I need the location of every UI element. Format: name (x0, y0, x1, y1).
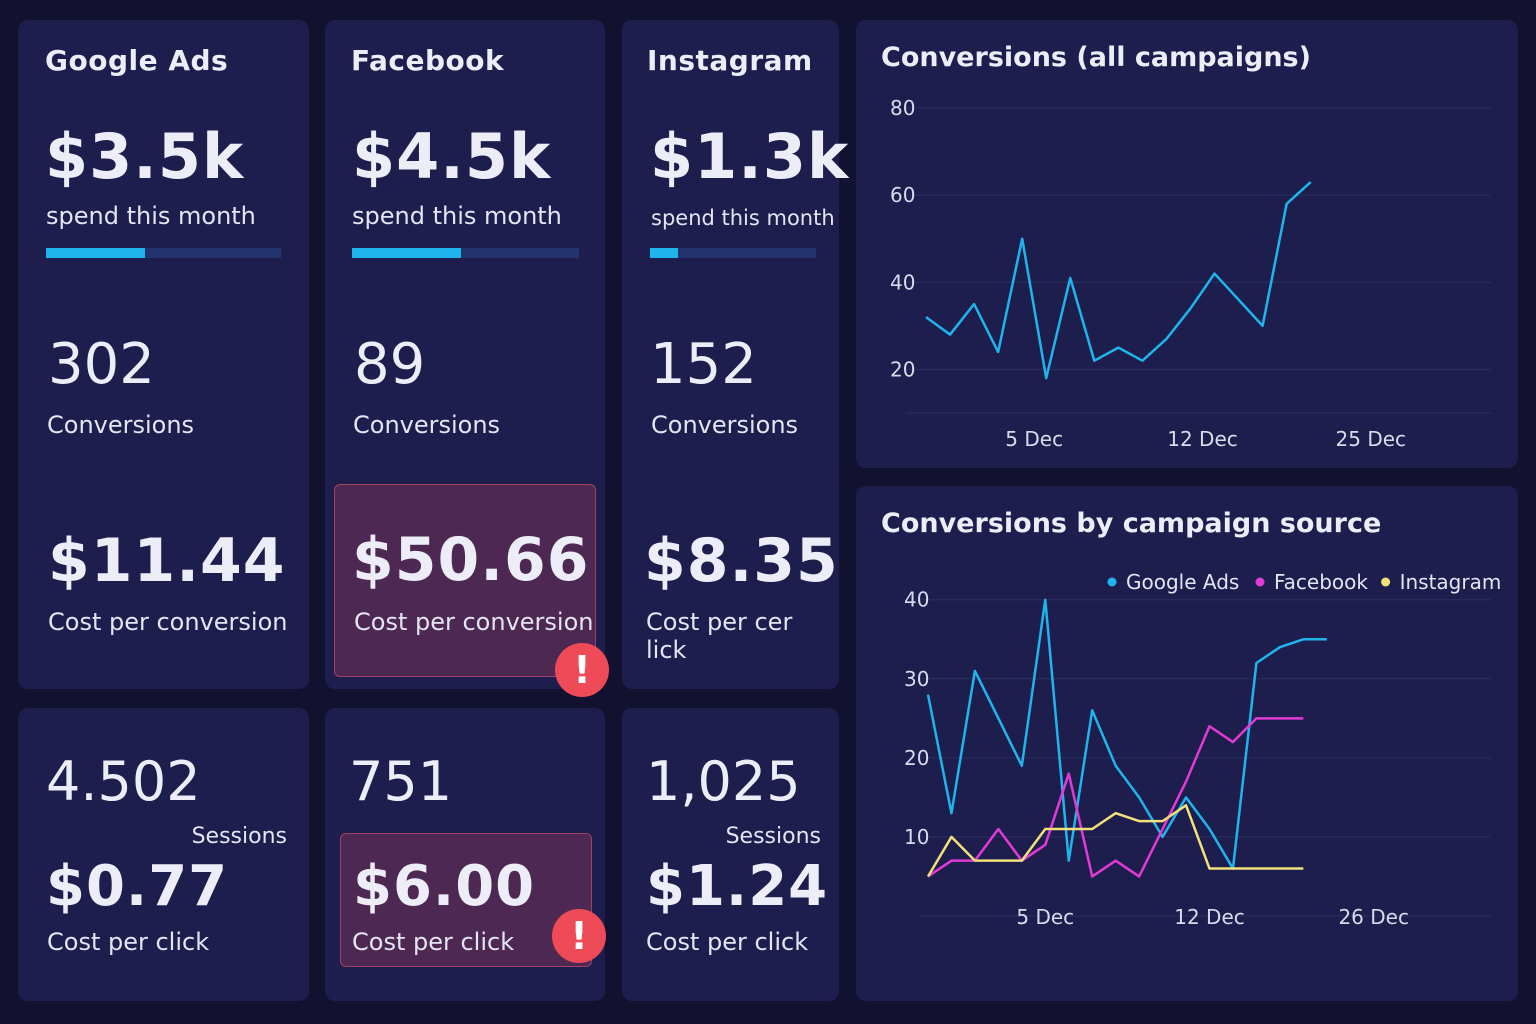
google-ads-sessions-card[interactable]: 4.502 Sessions $0.77 Cost per click (18, 708, 309, 1001)
x-tick-label: 5 Dec (1016, 905, 1074, 929)
y-tick-label: 40 (890, 270, 915, 294)
chart-title: Conversions (all campaigns) (881, 42, 1311, 73)
spend-progress-bar (650, 248, 816, 258)
spend-progress-bar (352, 248, 579, 258)
cost-per-click-value: $1.24 (646, 854, 829, 919)
chart-title: Conversions by campaign source (881, 508, 1382, 539)
spend-progress-fill (46, 248, 145, 258)
google-ads-card[interactable]: Google Ads $3.5k spend this month 302 Co… (18, 20, 309, 689)
cost-per-click-label: Cost per click (352, 928, 515, 956)
instagram-card[interactable]: Instagram $1.3k spend this month 152 Con… (622, 20, 848, 689)
spend-label: spend this month (46, 202, 256, 230)
sessions-label: Sessions (191, 824, 287, 849)
spend-progress-fill (352, 248, 461, 258)
y-tick-label: 60 (890, 183, 915, 207)
y-tick-label: 10 (904, 825, 929, 849)
conversions-label: Conversions (47, 411, 195, 439)
spend-value: $4.5k (352, 120, 552, 193)
legend-marker (1107, 577, 1117, 587)
cost-per-click-label: Cost per click (646, 928, 809, 956)
y-tick-label: 20 (904, 746, 929, 770)
y-tick-label: 80 (890, 96, 915, 120)
sessions-value: 1,025 (646, 750, 801, 813)
sessions-label: Sessions (725, 824, 821, 849)
conversions-all-chart-card: Conversions (all campaigns) 20 40 60 80 5 De… (856, 20, 1518, 468)
y-tick-label: 20 (890, 357, 915, 381)
series-line (925, 181, 1312, 380)
cost-per-click-alert[interactable]: $6.00 Cost per click (340, 833, 592, 967)
x-tick-label: 25 Dec (1336, 427, 1407, 451)
spend-progress-fill (650, 248, 679, 258)
conversions-value: 89 (354, 332, 426, 397)
cost-per-conversion-value: $50.66 (352, 525, 590, 595)
spend-progress-bar (46, 248, 281, 258)
conversions-value: 152 (650, 332, 757, 397)
conversions-label: Conversions (353, 411, 501, 439)
x-tick-label: 5 Dec (1005, 427, 1063, 451)
cost-per-click-value: $6.00 (353, 854, 536, 919)
legend-label: Instagram (1400, 570, 1502, 594)
spend-value: $1.3k (650, 120, 850, 193)
alert-icon[interactable]: ! (552, 909, 606, 963)
x-tick-label: 26 Dec (1338, 905, 1409, 929)
alert-icon[interactable]: ! (555, 643, 609, 697)
y-tick-label: 40 (904, 588, 929, 612)
cost-per-conversion-value: $8.35 (644, 526, 839, 596)
legend-marker (1255, 577, 1265, 587)
cost-per-conversion-alert[interactable]: $50.66 Cost per conversion (334, 484, 596, 677)
spend-label: spend this month (651, 206, 835, 230)
x-tick-label: 12 Dec (1167, 427, 1238, 451)
legend-label: Facebook (1274, 570, 1368, 594)
spend-label: spend this month (352, 202, 562, 230)
channel-name: Facebook (351, 44, 505, 77)
series-line (926, 804, 1304, 878)
conversions-value: 302 (48, 332, 155, 397)
cost-per-conversion-label: Cost per cer lick (646, 608, 793, 664)
cost-per-conversion-value: $11.44 (48, 526, 286, 596)
sessions-value: 751 (349, 750, 453, 813)
series-line (926, 598, 1327, 870)
y-tick-label: 30 (904, 667, 929, 691)
cost-per-conversion-label: Cost per conversion (48, 608, 288, 636)
cost-per-click-label: Cost per click (47, 928, 210, 956)
conversions-by-source-chart-card: Conversions by campaign source 10 20 30 40 5… (856, 486, 1518, 1001)
sessions-value: 4.502 (46, 750, 201, 813)
channel-name: Google Ads (45, 44, 229, 77)
facebook-sessions-card[interactable]: 751 $6.00 Cost per click ! (325, 708, 606, 1001)
legend-label: Google Ads (1126, 570, 1239, 594)
conversions-label: Conversions (651, 411, 799, 439)
cost-per-conversion-label: Cost per conversion (354, 608, 594, 636)
conversions-all-chart: 20 40 60 80 5 Dec 12 Dec 25 Dec (890, 96, 1491, 451)
channel-name: Instagram (647, 44, 813, 77)
spend-value: $3.5k (45, 120, 245, 193)
instagram-sessions-card[interactable]: 1,025 Sessions $1.24 Cost per click (622, 708, 839, 1001)
conversions-by-source-chart: 10 20 30 40 5 Dec 12 Dec 26 Dec Google Ads Faceb… (904, 570, 1502, 929)
facebook-card[interactable]: Facebook $4.5k spend this month 89 Conve… (325, 20, 609, 697)
legend-marker (1381, 577, 1391, 587)
cost-per-click-value: $0.77 (46, 854, 229, 919)
x-tick-label: 12 Dec (1174, 905, 1245, 929)
series-line (927, 717, 1304, 878)
